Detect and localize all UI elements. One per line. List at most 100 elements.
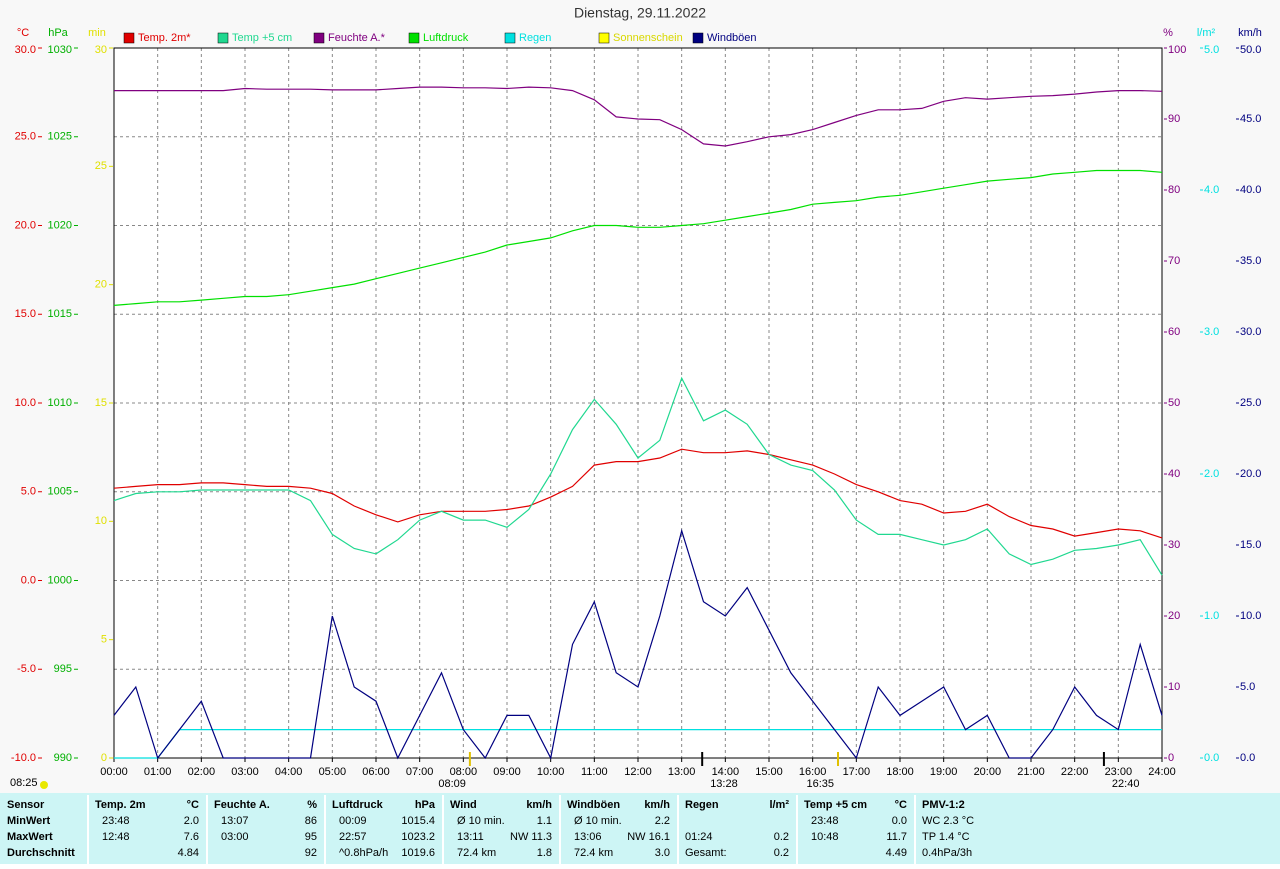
table-cell: 2.2 bbox=[655, 815, 670, 827]
table-row-label: Durchschnitt bbox=[7, 847, 75, 859]
legend-swatch bbox=[598, 32, 610, 44]
table-cell: 13:07 bbox=[221, 815, 249, 827]
y-tick-label: 2.0 bbox=[1204, 468, 1219, 480]
table-header: PMV-1:2 bbox=[922, 799, 965, 811]
table-cell: 3.0 bbox=[655, 847, 670, 859]
y-tick-label: 45.0 bbox=[1240, 113, 1261, 125]
y-tick-label: 1020 bbox=[48, 219, 72, 231]
y-tick-label: 70 bbox=[1168, 255, 1180, 267]
x-tick-label: 03:00 bbox=[231, 766, 259, 778]
table-row-label: MaxWert bbox=[7, 831, 53, 843]
y-tick-label: 20 bbox=[95, 279, 107, 291]
series-line bbox=[114, 729, 1162, 759]
annotation: 22:40 bbox=[1112, 778, 1140, 790]
y-tick-label: 3.0 bbox=[1204, 326, 1219, 338]
y-tick-label: 1010 bbox=[48, 397, 72, 409]
summary-table bbox=[0, 793, 1280, 864]
y-tick-label: 80 bbox=[1168, 184, 1180, 196]
x-tick-label: 16:00 bbox=[799, 766, 827, 778]
y-tick-label: 15 bbox=[95, 397, 107, 409]
legend-label: Temp. 2m* bbox=[138, 32, 191, 44]
axis-label: km/h bbox=[1238, 27, 1262, 39]
table-unit: l/m² bbox=[769, 799, 789, 811]
table-cell: 23:48 bbox=[811, 815, 839, 827]
y-tick-label: 40.0 bbox=[1240, 184, 1261, 196]
axis-label: min bbox=[88, 27, 106, 39]
y-tick-label: -10.0 bbox=[11, 752, 36, 764]
x-tick-label: 05:00 bbox=[319, 766, 347, 778]
x-tick-label: 18:00 bbox=[886, 766, 914, 778]
y-tick-label: 60 bbox=[1168, 326, 1180, 338]
table-unit: °C bbox=[187, 799, 199, 811]
series-line bbox=[113, 448, 1163, 539]
x-tick-label: 07:00 bbox=[406, 766, 434, 778]
table-cell: NW 16.1 bbox=[627, 831, 670, 843]
y-tick-label: 50 bbox=[1168, 397, 1180, 409]
y-tick-label: 25 bbox=[95, 160, 107, 172]
table-cell: ^0.8hPa/h bbox=[339, 847, 388, 859]
y-tick-label: 30.0 bbox=[15, 44, 36, 56]
x-tick-label: 19:00 bbox=[930, 766, 958, 778]
y-tick-label: 25.0 bbox=[1240, 397, 1261, 409]
y-tick-label: 10.0 bbox=[15, 397, 36, 409]
table-cell: 1019.6 bbox=[401, 847, 435, 859]
y-tick-label: 35.0 bbox=[1240, 255, 1261, 267]
table-cell: 0.2 bbox=[774, 831, 789, 843]
legend-label: Regen bbox=[519, 32, 551, 44]
legend-swatch bbox=[123, 32, 135, 44]
table-cell: 7.6 bbox=[184, 831, 199, 843]
x-tick-label: 01:00 bbox=[144, 766, 172, 778]
x-tick-label: 13:00 bbox=[668, 766, 696, 778]
annotation: 08:09 bbox=[438, 778, 466, 790]
legend-swatch bbox=[408, 32, 420, 44]
y-tick-label: 1025 bbox=[48, 131, 72, 143]
table-header: Feuchte A. bbox=[214, 799, 270, 811]
table-cell: Ø 10 min. bbox=[457, 815, 505, 827]
y-tick-label: 995 bbox=[54, 663, 72, 675]
y-tick-label: 20.0 bbox=[1240, 468, 1261, 480]
table-cell: 72.4 km bbox=[457, 847, 496, 859]
legend-label: Feuchte A.* bbox=[328, 32, 386, 44]
y-tick-label: 15.0 bbox=[15, 308, 36, 320]
table-cell: 4.84 bbox=[178, 847, 199, 859]
y-tick-label: 0 bbox=[1168, 752, 1174, 764]
y-tick-label: 30 bbox=[1168, 539, 1180, 551]
table-cell: 1.8 bbox=[537, 847, 552, 859]
y-tick-label: 1015 bbox=[48, 308, 72, 320]
table-cell: 13:11 bbox=[457, 831, 484, 843]
table-cell: 0.2 bbox=[774, 847, 789, 859]
x-tick-label: 17:00 bbox=[843, 766, 871, 778]
table-unit: °C bbox=[895, 799, 907, 811]
y-tick-label: 5.0 bbox=[1204, 44, 1219, 56]
y-tick-label: 1030 bbox=[48, 44, 72, 56]
y-tick-label: 1000 bbox=[48, 574, 72, 586]
y-tick-label: 5.0 bbox=[1240, 681, 1255, 693]
y-tick-label: 0.0 bbox=[21, 574, 36, 586]
table-header: Wind bbox=[450, 799, 477, 811]
x-tick-label: 14:00 bbox=[712, 766, 740, 778]
table-cell: TP 1.4 °C bbox=[922, 831, 970, 843]
table-cell: 11.7 bbox=[886, 831, 907, 843]
x-tick-label: 06:00 bbox=[362, 766, 390, 778]
y-tick-label: 20.0 bbox=[15, 219, 36, 231]
x-tick-label: 21:00 bbox=[1017, 766, 1045, 778]
y-tick-label: 20 bbox=[1168, 610, 1180, 622]
annotation: 13:28 bbox=[710, 778, 738, 790]
table-cell: 72.4 km bbox=[574, 847, 613, 859]
table-cell: 0.4hPa/3h bbox=[922, 847, 972, 859]
y-tick-label: 10 bbox=[1168, 681, 1180, 693]
table-cell: 13:06 bbox=[574, 831, 602, 843]
table-cell: NW 11.3 bbox=[510, 831, 552, 843]
table-unit: km/h bbox=[644, 799, 670, 811]
axis-label: hPa bbox=[48, 27, 68, 39]
y-tick-label: 30 bbox=[95, 44, 107, 56]
legend-label: Sonnenschein bbox=[613, 32, 683, 44]
table-cell: 92 bbox=[305, 847, 317, 859]
table-cell: 2.0 bbox=[184, 815, 199, 827]
table-header: Luftdruck bbox=[332, 799, 384, 811]
x-tick-label: 04:00 bbox=[275, 766, 303, 778]
table-header: Temp. 2m bbox=[95, 799, 146, 811]
axis-label: l/m² bbox=[1197, 27, 1216, 39]
x-tick-label: 22:00 bbox=[1061, 766, 1089, 778]
